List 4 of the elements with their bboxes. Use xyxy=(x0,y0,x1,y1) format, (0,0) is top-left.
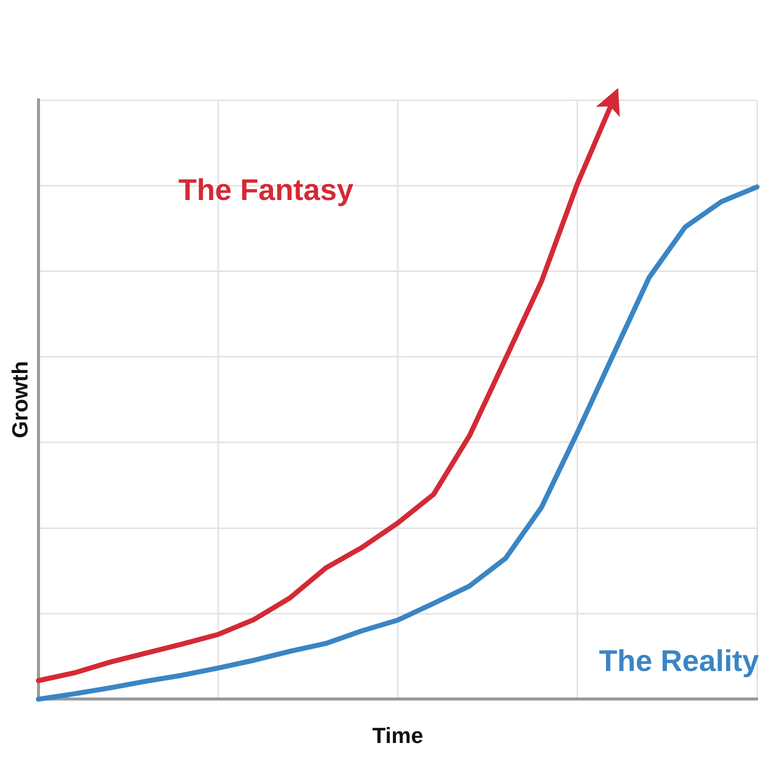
y-axis-title: Growth xyxy=(7,361,32,438)
text: The Reality xyxy=(598,645,760,678)
x-axis-title: Time xyxy=(372,722,424,748)
text: The Fantasy xyxy=(178,174,354,207)
